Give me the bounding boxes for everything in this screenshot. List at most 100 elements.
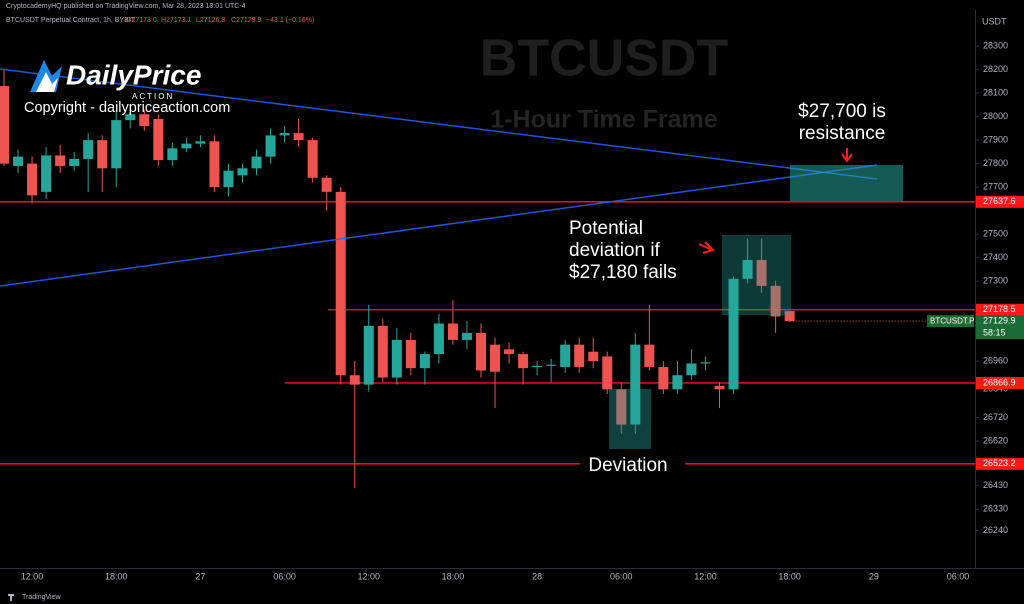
deviation-box (609, 389, 651, 449)
y-tick-label: 27400 (983, 252, 1008, 262)
level-tag (976, 377, 1024, 390)
candle-body (447, 323, 458, 340)
annotation: Deviation (588, 455, 667, 476)
candle-body (97, 140, 108, 169)
y-tick-label: 28000 (983, 111, 1008, 121)
candle-body (770, 285, 781, 317)
candle-body (630, 344, 641, 425)
candle-body (0, 86, 9, 164)
logo-name: DailyPrice (66, 59, 201, 90)
logo-tagline: ACTION (132, 92, 174, 101)
level-tag (976, 195, 1024, 208)
candle-body (55, 155, 66, 166)
ohlc-close: C27129.9 (231, 17, 261, 24)
candle-body (41, 155, 52, 192)
arrow (698, 241, 715, 254)
countdown: 58:15 (983, 328, 1006, 338)
symbol-tag-label: BTCUSDT.P (930, 316, 974, 325)
level-label: 26866.9 (983, 377, 1016, 387)
resistance-box (790, 165, 903, 201)
candle-body (742, 260, 753, 279)
candle-body (405, 339, 416, 369)
annotation: resistance (799, 123, 886, 144)
x-tick-label: 12:00 (357, 571, 380, 581)
symbol-tag (927, 315, 974, 328)
logo-icon (36, 72, 58, 92)
y-tick-label: 26720 (983, 412, 1008, 422)
candle-body (784, 311, 795, 322)
footer: TradingView (22, 594, 61, 601)
y-tick-label: 27300 (983, 276, 1008, 286)
candle-body (644, 344, 655, 367)
candle-body (83, 140, 94, 159)
candle-body (490, 344, 501, 372)
candle-body (602, 356, 613, 390)
level-label: 27637.6 (983, 196, 1016, 206)
trend-line (0, 68, 878, 180)
candle-body (756, 260, 767, 286)
level-tag (976, 303, 1024, 316)
candle-body (377, 325, 388, 378)
footer-bar (0, 590, 1024, 604)
candle-body (532, 365, 543, 367)
footer-icon (8, 594, 14, 601)
publisher: CryptocademyHQ published on TradingView.… (6, 3, 246, 10)
candle-body (476, 332, 486, 371)
watermark: 1-Hour Time Frame (490, 106, 717, 134)
candle-body (588, 351, 599, 362)
candle-body (700, 362, 711, 364)
annotation: Potential (569, 218, 643, 239)
y-tick-label: 26240 (983, 525, 1008, 535)
candle-body (181, 143, 192, 149)
candle-body (686, 363, 697, 376)
candle-body (293, 133, 304, 141)
annotation: deviation if (569, 240, 661, 261)
candle-body (27, 163, 38, 196)
y-tick-label: 27800 (983, 158, 1008, 168)
candle-body (307, 140, 318, 178)
candle-body (616, 389, 627, 425)
y-tick-label: 26960 (983, 355, 1008, 365)
candle-body (251, 156, 262, 169)
y-tick-label: 27700 (983, 182, 1008, 192)
candle-body (321, 177, 332, 192)
candle-body (363, 325, 374, 385)
candle-body (223, 170, 234, 188)
ohlc-open: O27173.0 (126, 17, 157, 24)
y-tick-label: 28100 (983, 87, 1008, 97)
candle-body (574, 344, 585, 367)
candle-body (672, 375, 683, 390)
x-tick-label: 06:00 (273, 571, 296, 581)
ohlc-high: H27173.1 (161, 17, 191, 24)
candle-body (125, 114, 136, 121)
candle-body (195, 141, 206, 144)
annotation: $27,180 fails (569, 262, 677, 283)
candle-body (504, 349, 515, 355)
candle-body (728, 278, 739, 390)
x-tick-label: 06:00 (610, 571, 633, 581)
candle-body (265, 135, 276, 157)
y-tick-label: 28200 (983, 64, 1008, 74)
candle-body (69, 158, 80, 166)
candle-body (461, 332, 472, 340)
candle-body (335, 191, 346, 376)
copyright: Copyright - dailypriceaction.com (24, 100, 230, 116)
candle-body (433, 323, 444, 355)
annotation: $27,700 is (798, 101, 886, 122)
watermark: BTCUSDT (480, 30, 729, 88)
candle-body (167, 148, 178, 161)
potential-deviation-box (722, 235, 791, 315)
y-tick-label: 27900 (983, 135, 1008, 145)
symbol-info: BTCUSDT Perpetual Contract, 1h, BYBIT (6, 17, 136, 24)
y-tick-label: 26620 (983, 435, 1008, 445)
y-tick-label: 27500 (983, 229, 1008, 239)
candle-body (658, 366, 669, 390)
candle-body (714, 385, 725, 390)
arrow (841, 148, 853, 163)
x-tick-label: 18:00 (778, 571, 801, 581)
level-label: 27178.5 (983, 304, 1016, 314)
candle-body (111, 120, 122, 169)
x-tick-label: 18:00 (105, 571, 128, 581)
